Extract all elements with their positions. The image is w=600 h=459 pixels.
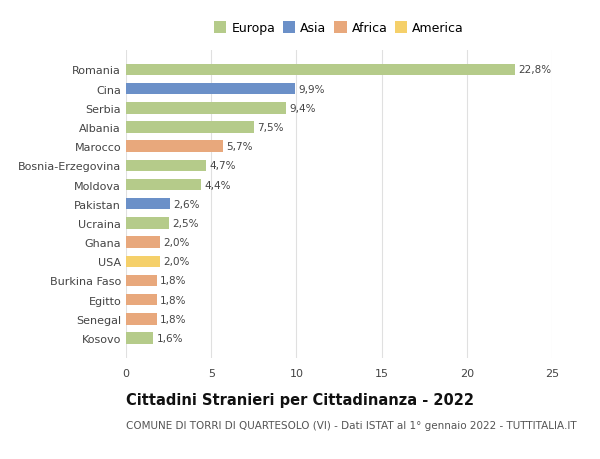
Bar [126,237,160,248]
Bar [126,275,157,286]
Bar [126,218,169,229]
Text: 7,5%: 7,5% [257,123,284,133]
Text: 1,8%: 1,8% [160,276,187,286]
Text: 1,8%: 1,8% [160,314,187,324]
Bar [126,333,153,344]
Bar [126,122,254,134]
Text: 2,5%: 2,5% [172,218,199,229]
Bar [126,141,223,152]
Text: 4,7%: 4,7% [209,161,236,171]
Text: 4,4%: 4,4% [205,180,231,190]
Bar [126,64,515,76]
Bar [126,84,295,95]
Text: 2,6%: 2,6% [174,199,200,209]
Legend: Europa, Asia, Africa, America: Europa, Asia, Africa, America [211,20,467,38]
Bar [126,198,170,210]
Text: 9,9%: 9,9% [298,84,325,95]
Bar [126,103,286,114]
Bar [126,160,206,172]
Text: 2,0%: 2,0% [163,238,190,247]
Bar [126,313,157,325]
Bar [126,294,157,306]
Text: 5,7%: 5,7% [227,142,253,152]
Bar [126,179,201,191]
Text: 22,8%: 22,8% [518,65,551,75]
Text: 9,4%: 9,4% [290,104,316,113]
Text: COMUNE DI TORRI DI QUARTESOLO (VI) - Dati ISTAT al 1° gennaio 2022 - TUTTITALIA.: COMUNE DI TORRI DI QUARTESOLO (VI) - Dat… [126,420,577,430]
Text: Cittadini Stranieri per Cittadinanza - 2022: Cittadini Stranieri per Cittadinanza - 2… [126,392,474,408]
Bar [126,256,160,268]
Text: 2,0%: 2,0% [163,257,190,267]
Text: 1,6%: 1,6% [157,333,183,343]
Text: 1,8%: 1,8% [160,295,187,305]
